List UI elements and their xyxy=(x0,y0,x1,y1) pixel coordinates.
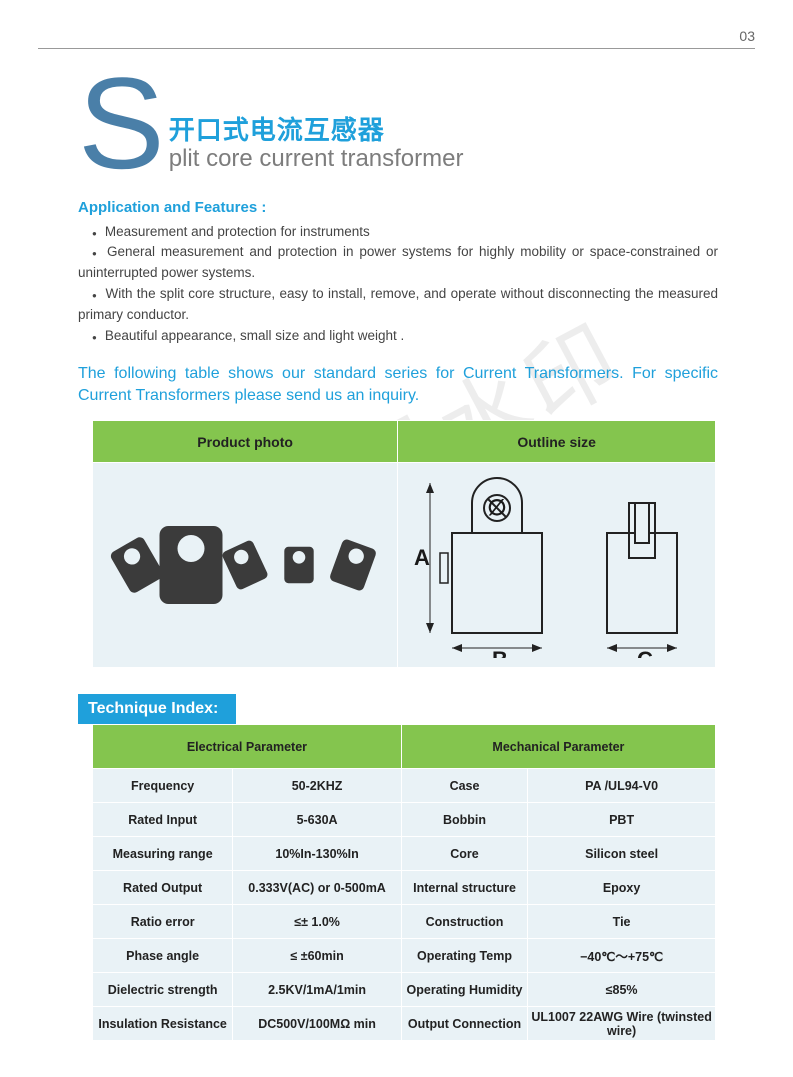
spec-cell: Tie xyxy=(528,905,716,939)
spec-cell: Internal structure xyxy=(401,871,527,905)
spec-cell: PBT xyxy=(528,803,716,837)
page-number: 03 xyxy=(739,28,755,44)
title-english: plit core current transformer xyxy=(169,145,464,173)
title-row: S 开口式电流互感器 plit core current transformer xyxy=(78,68,718,179)
ct-product-icon xyxy=(221,539,269,591)
application-heading: Application and Features : xyxy=(78,199,718,216)
title-block: 开口式电流互感器 plit core current transformer xyxy=(169,110,464,179)
dim-c: C xyxy=(637,647,653,658)
spec-cell: Bobbin xyxy=(401,803,527,837)
spec-header-mechanical: Mechanical Parameter xyxy=(401,725,715,769)
table-row: Rated Input5-630ABobbinPBT xyxy=(93,803,716,837)
application-item: ●Measurement and protection for instrume… xyxy=(78,222,718,243)
drop-cap: S xyxy=(78,68,159,179)
spec-cell: Ratio error xyxy=(93,905,233,939)
spec-cell: 10%In-130%In xyxy=(233,837,402,871)
spec-cell: DC500V/100MΩ min xyxy=(233,1007,402,1041)
ct-product-icon xyxy=(329,538,378,592)
dim-a: A xyxy=(414,545,430,570)
table-row: Rated Output0.333V(AC) or 0-500mAInterna… xyxy=(93,871,716,905)
spec-cell: Construction xyxy=(401,905,527,939)
spec-cell: ≤85% xyxy=(528,973,716,1007)
ct-product-icon xyxy=(109,536,165,595)
spec-cell: Output Connection xyxy=(401,1007,527,1041)
spec-cell: 0.333V(AC) or 0-500mA xyxy=(233,871,402,905)
spec-cell: 2.5KV/1mA/1min xyxy=(233,973,402,1007)
spec-cell: Dielectric strength xyxy=(93,973,233,1007)
spec-cell: Measuring range xyxy=(93,837,233,871)
table-intro: The following table shows our standard s… xyxy=(78,363,718,406)
table-row: Phase angle≤ ±60minOperating Temp−40℃～+7… xyxy=(93,939,716,973)
spec-cell: Operating Temp xyxy=(401,939,527,973)
top-rule xyxy=(38,48,755,49)
spec-cell: Silicon steel xyxy=(528,837,716,871)
outline-diagram: ∅ A B xyxy=(412,468,702,658)
spec-cell: Insulation Resistance xyxy=(93,1007,233,1041)
spec-cell: Core xyxy=(401,837,527,871)
spec-cell: PA /UL94-V0 xyxy=(528,769,716,803)
ct-product-icon xyxy=(160,526,223,604)
col-outline-size: Outline size xyxy=(398,421,716,463)
title-chinese: 开口式电流互感器 xyxy=(169,110,464,147)
ct-product-icon xyxy=(284,547,313,583)
spec-cell: UL1007 22AWG Wire (twinsted wire) xyxy=(528,1007,716,1041)
spec-cell: ≤ ±60min xyxy=(233,939,402,973)
table-row: Dielectric strength2.5KV/1mA/1minOperati… xyxy=(93,973,716,1007)
spec-cell: Rated Input xyxy=(93,803,233,837)
table-row: Frequency50-2KHZCasePA /UL94-V0 xyxy=(93,769,716,803)
spec-cell: 50-2KHZ xyxy=(233,769,402,803)
application-item: ●With the split core structure, easy to … xyxy=(78,284,718,326)
spec-cell: Phase angle xyxy=(93,939,233,973)
spec-cell: Case xyxy=(401,769,527,803)
product-photo-cell xyxy=(93,463,398,668)
outline-size-cell: ∅ A B xyxy=(398,463,716,668)
spec-cell: Rated Output xyxy=(93,871,233,905)
spec-cell: Epoxy xyxy=(528,871,716,905)
dim-b: B xyxy=(492,647,508,658)
application-item: ●General measurement and protection in p… xyxy=(78,242,718,284)
spec-cell: 5-630A xyxy=(233,803,402,837)
spec-cell: ≤± 1.0% xyxy=(233,905,402,939)
table-row: Ratio error≤± 1.0%ConstructionTie xyxy=(93,905,716,939)
spec-cell: −40℃～+75℃ xyxy=(528,939,716,973)
spec-cell: Operating Humidity xyxy=(401,973,527,1007)
spec-header-electrical: Electrical Parameter xyxy=(93,725,402,769)
photo-outline-table: Product photo Outline size xyxy=(92,420,716,668)
spec-table: Electrical Parameter Mechanical Paramete… xyxy=(92,724,716,1041)
technique-index-heading: Technique Index: xyxy=(78,694,236,724)
dim-diameter: ∅ xyxy=(487,495,506,520)
application-item: ●Beautiful appearance, small size and li… xyxy=(78,326,718,347)
application-list: ●Measurement and protection for instrume… xyxy=(78,222,718,348)
table-row: Insulation ResistanceDC500V/100MΩ minOut… xyxy=(93,1007,716,1041)
spec-cell: Frequency xyxy=(93,769,233,803)
col-product-photo: Product photo xyxy=(93,421,398,463)
table-row: Measuring range10%In-130%InCoreSilicon s… xyxy=(93,837,716,871)
content-area: S 开口式电流互感器 plit core current transformer… xyxy=(78,68,718,1041)
